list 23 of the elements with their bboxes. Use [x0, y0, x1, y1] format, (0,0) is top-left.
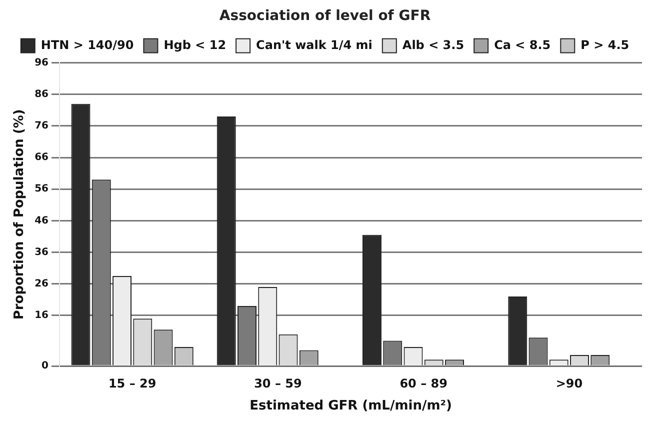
chart-title: Association of level of GFR	[219, 8, 431, 24]
y-tick-label: 66	[34, 152, 49, 164]
y-tick-label: 76	[34, 120, 49, 132]
y-tick-label: 0	[42, 360, 49, 372]
y-tick-label: 56	[34, 184, 49, 195]
y-tick-label: 26	[34, 278, 49, 290]
legend-label: Alb < 3.5	[402, 38, 464, 52]
y-tick-label: 16	[34, 310, 49, 322]
y-tick-label: 36	[34, 246, 49, 258]
x-tick-label: 30 – 59	[254, 376, 302, 390]
legend-label: Can't walk 1/4 mi	[256, 38, 372, 52]
x-axis-title: Estimated GFR (mL/min/m²)	[250, 398, 452, 414]
y-tick-label: 96	[34, 57, 49, 68]
y-tick-label: 86	[34, 88, 49, 100]
x-tick-label: 60 – 89	[400, 376, 448, 390]
y-tick-label: 46	[34, 215, 49, 226]
x-tick-label: 15 – 29	[108, 376, 156, 390]
legend-label: P > 4.5	[580, 38, 630, 52]
legend-label: Hgb < 12	[164, 38, 226, 52]
x-tick-label: >90	[556, 376, 583, 390]
legend-label: HTN > 140/90	[40, 38, 134, 52]
y-axis-title: Proportion of Population (%)	[12, 109, 28, 320]
legend-label: Ca < 8.5	[494, 38, 551, 52]
